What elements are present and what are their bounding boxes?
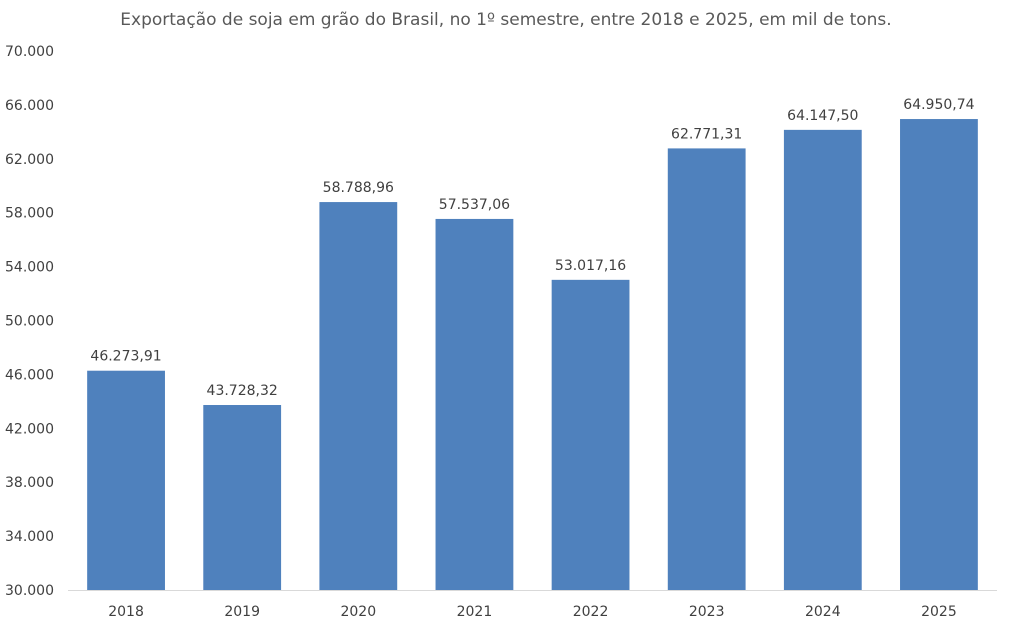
data-label-2025: 64.950,74 [903, 97, 974, 113]
x-axis-ticks: 2018 2019 2020 2021 2022 2023 2024 2025 [108, 604, 957, 620]
data-label-2021: 57.537,06 [439, 197, 510, 213]
x-tick-label-2023: 2023 [689, 604, 725, 620]
data-label-2020: 58.788,96 [323, 180, 394, 196]
data-label-2018: 46.273,91 [90, 349, 161, 365]
y-tick-label: 38.000 [5, 475, 54, 491]
y-tick-label: 42.000 [5, 421, 54, 437]
y-tick-label: 30.000 [5, 583, 54, 599]
x-tick-label-2025: 2025 [921, 604, 957, 620]
y-axis-ticks: 30.000 34.000 38.000 42.000 46.000 50.000 54.0… [5, 44, 54, 599]
y-tick-label: 34.000 [5, 529, 54, 545]
x-tick-label-2019: 2019 [224, 604, 260, 620]
y-tick-label: 46.000 [5, 367, 54, 383]
bar-2019 [203, 405, 282, 590]
bar-2020 [319, 202, 398, 590]
y-tick-label: 50.000 [5, 314, 54, 330]
data-label-2024: 64.147,50 [787, 108, 858, 124]
bar-2021 [435, 218, 514, 590]
x-tick-label-2020: 2020 [340, 604, 376, 620]
bar-2024 [783, 129, 862, 591]
bar-2022 [551, 279, 630, 590]
bar-2025 [900, 119, 978, 590]
x-tick-label-2018: 2018 [108, 604, 144, 620]
chart-title: Exportação de soja em grão do Brasil, no… [120, 10, 892, 30]
y-tick-label: 70.000 [5, 44, 54, 60]
y-tick-label: 58.000 [5, 206, 54, 222]
data-label-2022: 53.017,16 [555, 258, 626, 274]
bar-2023 [667, 148, 746, 590]
x-tick-label-2024: 2024 [805, 604, 841, 620]
x-tick-label-2021: 2021 [457, 604, 493, 620]
bar-2018 [87, 370, 165, 590]
y-tick-label: 54.000 [5, 260, 54, 276]
data-label-2023: 62.771,31 [671, 126, 742, 142]
y-tick-label: 66.000 [5, 98, 54, 114]
y-tick-label: 62.000 [5, 152, 54, 168]
x-tick-label-2022: 2022 [573, 604, 609, 620]
data-label-2019: 43.728,32 [207, 383, 278, 399]
bars-group [87, 119, 978, 591]
data-labels-group: 46.273,91 43.728,32 58.788,96 57.537,06 53.0… [90, 97, 974, 399]
